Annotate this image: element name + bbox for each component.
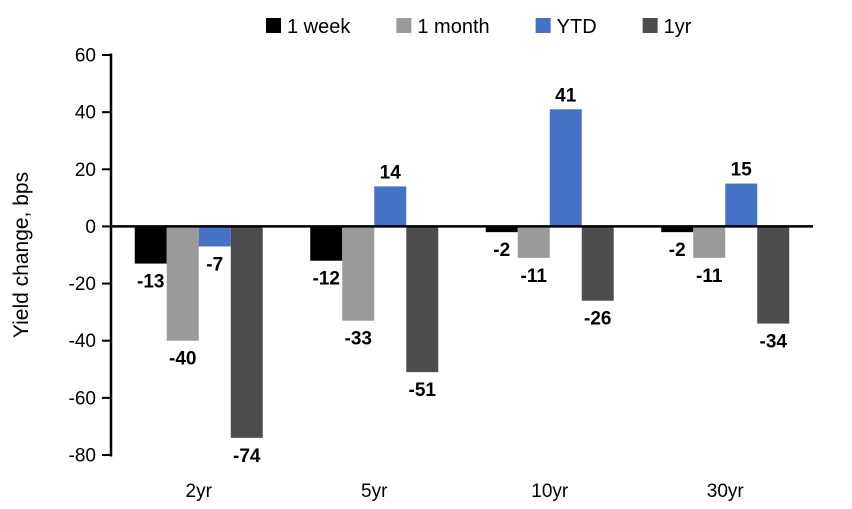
value-label-2yr-ytd: -7 — [206, 254, 223, 275]
value-label-5yr-1-month: -33 — [345, 329, 372, 350]
legend-label-1yr: 1yr — [664, 16, 692, 38]
bar-5yr-1yr — [406, 226, 439, 373]
bar-10yr-1-month — [517, 226, 550, 258]
bar-30yr-1yr — [757, 226, 790, 324]
value-label-5yr-1-week: -12 — [313, 269, 340, 290]
y-tick-label-60: 60 — [75, 46, 96, 67]
y-tick-label-0: 0 — [85, 217, 96, 238]
bar-5yr-1-week — [310, 226, 343, 261]
bar-10yr-1-week — [485, 226, 518, 233]
bar-2yr-ytd — [198, 226, 231, 247]
x-tick-label-5yr: 5yr — [361, 481, 388, 502]
value-label-2yr-1-month: -40 — [169, 349, 196, 370]
legend-swatch-ytd — [535, 18, 551, 33]
y-tick-label--60: -60 — [69, 388, 96, 409]
y-tick-label--80: -80 — [69, 446, 96, 467]
bar-2yr-1yr — [230, 226, 263, 438]
bar-30yr-1-week — [661, 226, 694, 233]
category-labels-group: 2yr 5yr 10yr 30yr — [186, 481, 745, 502]
y-tick-label-40: 40 — [75, 103, 96, 124]
value-label-30yr-1yr: -34 — [760, 332, 788, 353]
bar-2yr-1-month — [166, 226, 199, 341]
bar-2yr-1-week — [134, 226, 167, 264]
bar-5yr-ytd — [374, 186, 407, 227]
legend-swatch-1-month — [396, 18, 412, 33]
y-tick-label--20: -20 — [69, 274, 96, 295]
x-tick-label-30yr: 30yr — [707, 481, 745, 502]
x-tick-label-10yr: 10yr — [531, 481, 569, 502]
bar-10yr-1yr — [581, 226, 614, 301]
legend-label-1-month: 1 month — [417, 16, 489, 38]
value-label-5yr-1yr: -51 — [409, 380, 437, 401]
y-tick-label--40: -40 — [69, 331, 96, 352]
bar-30yr-1-month — [693, 226, 726, 258]
bar-30yr-ytd — [725, 183, 758, 227]
y-axis-title: Yield change, bps — [10, 172, 33, 338]
legend-swatch-1-week — [266, 18, 281, 33]
axes-group: 60 40 20 0 -20 -40 -60 -80 — [69, 46, 813, 467]
bars-group — [134, 109, 790, 438]
value-label-30yr-ytd: 15 — [731, 160, 753, 181]
value-label-5yr-ytd: 14 — [380, 162, 402, 183]
value-label-30yr-1-week: -2 — [669, 240, 686, 261]
value-labels-group: -13 -40 -7 -74 -12 -33 14 -51 -2 -11 41 -26 -2 -11 15 -… — [137, 85, 787, 467]
value-label-10yr-1yr: -26 — [584, 309, 611, 330]
bar-10yr-ytd — [549, 109, 582, 227]
value-label-10yr-ytd: 41 — [555, 85, 577, 106]
legend-label-1-week: 1 week — [287, 16, 351, 38]
value-label-10yr-1-month: -11 — [521, 266, 548, 287]
value-label-2yr-1yr: -74 — [233, 446, 261, 467]
legend-swatch-1yr — [642, 18, 658, 33]
value-label-10yr-1-week: -2 — [493, 240, 510, 261]
value-label-30yr-1-month: -11 — [696, 266, 723, 287]
legend-label-ytd: YTD — [557, 16, 597, 38]
x-tick-label-2yr: 2yr — [186, 481, 213, 502]
bar-5yr-1-month — [342, 226, 375, 321]
y-tick-label-20: 20 — [75, 160, 96, 181]
value-label-2yr-1-week: -13 — [137, 272, 164, 293]
legend-group: 1 week 1 month YTD 1yr — [266, 16, 692, 38]
